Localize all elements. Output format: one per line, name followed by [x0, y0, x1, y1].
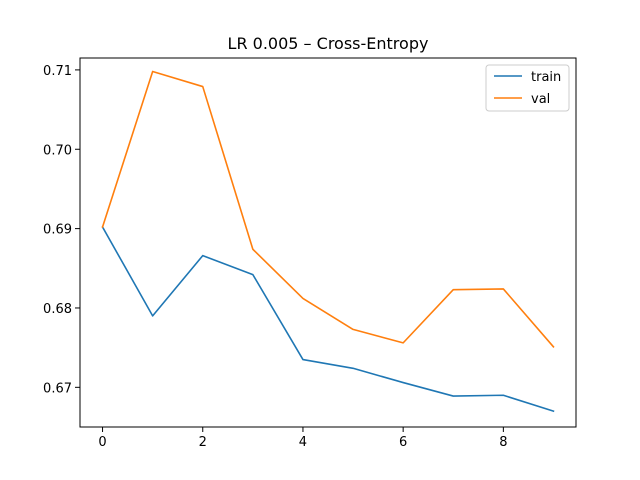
- y-tick-label: 0.69: [43, 223, 72, 238]
- x-tick-label: 8: [499, 435, 507, 450]
- x-axis: 0 2 4 6 8: [98, 427, 507, 450]
- plot-frame: [79, 57, 577, 428]
- x-tick-label: 6: [399, 435, 407, 450]
- chart-title: LR 0.005 – Cross-Entropy: [228, 34, 429, 53]
- series-layer: [101, 70, 555, 413]
- series-line-train: [101, 225, 555, 413]
- x-tick-label: 0: [98, 435, 106, 450]
- legend-label-val: val: [531, 92, 550, 107]
- y-tick-label: 0.67: [43, 381, 72, 396]
- x-tick-label: 4: [299, 435, 307, 450]
- series-line-val: [101, 70, 555, 348]
- y-tick-label: 0.68: [43, 302, 72, 317]
- y-tick-label: 0.70: [43, 143, 72, 158]
- y-tick-label: 0.71: [43, 64, 72, 79]
- legend: train val: [485, 64, 570, 112]
- legend-label-train: train: [531, 70, 561, 85]
- x-tick-label: 2: [199, 435, 207, 450]
- y-axis: 0.67 0.68 0.69 0.70 0.71: [43, 64, 80, 396]
